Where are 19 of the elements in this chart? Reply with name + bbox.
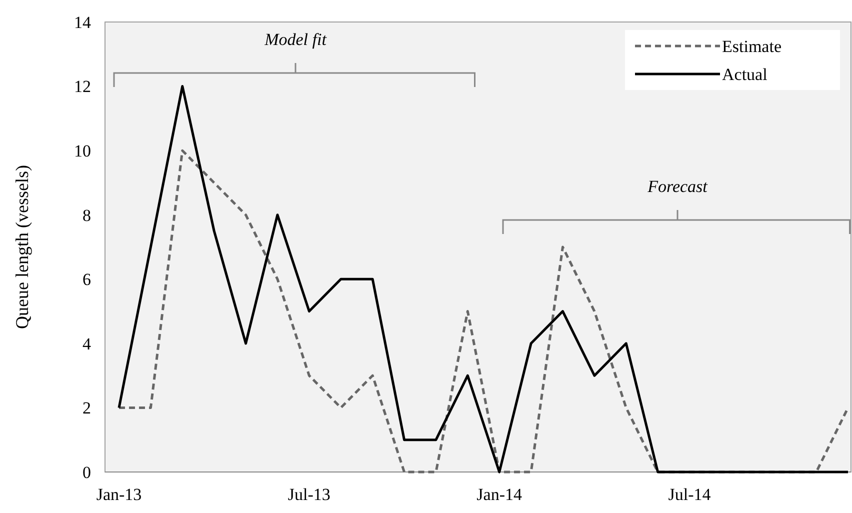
x-tick-label: Jul-14 <box>668 485 712 504</box>
y-tick-label: 10 <box>74 142 91 161</box>
y-tick-label: 12 <box>74 77 91 96</box>
line-series <box>118 149 850 474</box>
y-axis-title: Queue length (vessels) <box>12 165 32 329</box>
legend-label: Estimate <box>722 36 782 56</box>
y-tick-label: 4 <box>82 334 92 354</box>
x-tick-label: Jan-14 <box>476 485 523 504</box>
x-tick-label: Jul-13 <box>288 485 330 504</box>
line-series <box>118 85 850 474</box>
annotation: Forecast <box>646 177 709 196</box>
y-tick-label: 2 <box>82 398 91 418</box>
y-tick-label: 6 <box>82 270 91 290</box>
x-tick-label: Jan-13 <box>96 485 142 504</box>
y-tick-label: 14 <box>74 12 92 32</box>
y-tick-label: 0 <box>82 462 91 482</box>
legend-label: Actual <box>722 64 768 84</box>
y-tick-label: 8 <box>82 206 91 225</box>
annotation: Model fit <box>264 30 328 49</box>
